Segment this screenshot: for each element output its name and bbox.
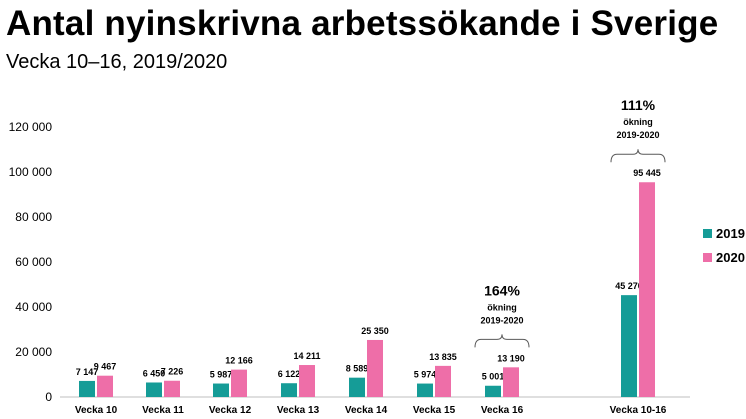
y-tick-label: 80 000 xyxy=(15,210,52,224)
x-tick-label: Vecka 15 xyxy=(413,405,456,416)
bar-2020 xyxy=(97,375,113,397)
data-label-2019: 8 589 xyxy=(346,364,369,374)
data-label-2019: 5 001 xyxy=(482,372,505,382)
bar-2020 xyxy=(435,365,451,397)
bar-2019 xyxy=(146,382,162,397)
bar-2019 xyxy=(485,385,501,397)
data-label-2019: 45 270 xyxy=(615,281,643,291)
bar-2020 xyxy=(231,369,247,397)
x-tick-label: Vecka 16 xyxy=(481,405,524,416)
data-label-2020: 13 835 xyxy=(429,352,457,362)
legend-swatch-2020 xyxy=(703,253,712,262)
x-axis-labels: Vecka 10 Vecka 11 Vecka 12 Vecka 13 Vecka 14… xyxy=(75,405,667,416)
data-label-2020: 7 226 xyxy=(161,367,184,377)
chart-title: Antal nyinskrivna arbetssökande i Sverig… xyxy=(6,4,719,43)
bar-2019 xyxy=(417,383,433,397)
y-tick-label: 20 000 xyxy=(15,345,52,359)
y-tick-label: 60 000 xyxy=(15,255,52,269)
data-label-2020: 13 190 xyxy=(497,353,525,363)
annotation-percent: 111% xyxy=(621,97,656,113)
x-tick-label: Vecka 12 xyxy=(209,405,252,416)
data-label-2019: 5 974 xyxy=(414,370,437,380)
bar-2020 xyxy=(639,182,655,397)
x-tick-label: Vecka 13 xyxy=(277,405,320,416)
data-label-2019: 5 987 xyxy=(210,370,233,380)
annotations: 164% ökning 2019-2020 111% ökning 2019-2020 xyxy=(474,97,666,348)
legend: 2019 2020 xyxy=(703,226,745,265)
legend-label: 2020 xyxy=(716,250,745,265)
legend-swatch-2019 xyxy=(703,229,712,238)
data-label-2020: 25 350 xyxy=(361,326,389,336)
annotation-text: ökning xyxy=(623,117,653,127)
x-tick-label: Vecka 10-16 xyxy=(610,405,667,416)
bar-2020 xyxy=(367,339,383,397)
data-label-2019: 6 122 xyxy=(278,369,301,379)
annotation-brace xyxy=(474,334,530,348)
bar-2019 xyxy=(79,380,95,397)
chart-subtitle: Vecka 10–16, 2019/2020 xyxy=(6,51,228,73)
y-axis: 0 20 000 40 000 60 000 80 000 100 000 120 000 xyxy=(9,120,53,404)
bar-2020 xyxy=(299,365,315,397)
x-tick-label: Vecka 10 xyxy=(75,405,118,416)
annotation-brace xyxy=(610,149,666,163)
bar-2019 xyxy=(349,377,365,397)
annotation-percent: 164% xyxy=(484,282,520,298)
data-label-2020: 14 211 xyxy=(293,351,320,361)
legend-label: 2019 xyxy=(716,226,745,241)
data-label-2019: 7 147 xyxy=(76,367,99,377)
y-tick-label: 40 000 xyxy=(15,300,52,314)
data-label-2020: 12 166 xyxy=(225,356,253,366)
bar-2020 xyxy=(164,380,180,397)
annotation-text: ökning xyxy=(487,302,517,312)
y-tick-label: 120 000 xyxy=(9,120,53,134)
bar-2019 xyxy=(281,383,297,397)
y-tick-label: 100 000 xyxy=(9,165,53,179)
data-label-2020: 95 445 xyxy=(633,168,661,178)
y-tick-label: 0 xyxy=(45,390,52,404)
x-tick-label: Vecka 11 xyxy=(142,405,184,416)
x-tick-label: Vecka 14 xyxy=(345,405,388,416)
annotation-text: 2019-2020 xyxy=(616,130,659,140)
bar-2020 xyxy=(503,367,519,397)
data-label-2020: 9 467 xyxy=(94,362,117,372)
annotation-text: 2019-2020 xyxy=(480,315,523,325)
bar-2019 xyxy=(621,295,637,397)
bar-2019 xyxy=(213,383,229,397)
data-label-2019: 6 450 xyxy=(143,368,166,378)
